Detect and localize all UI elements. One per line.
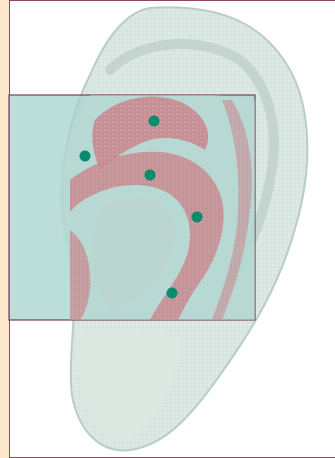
concha xyxy=(92,198,176,312)
antihelix-upper-crus xyxy=(92,96,209,170)
acupoint-dot-icon xyxy=(79,150,91,162)
acupoint-dot-icon xyxy=(148,115,160,127)
antihelix-body xyxy=(70,151,224,320)
acupoint-dot-icon xyxy=(166,287,178,299)
inner-ear-anatomy xyxy=(59,95,255,320)
tragus-ridge xyxy=(70,230,91,320)
earlobe xyxy=(77,327,185,441)
acupoint-dot-icon xyxy=(191,211,203,223)
acupoint-dot-icon xyxy=(144,169,156,181)
